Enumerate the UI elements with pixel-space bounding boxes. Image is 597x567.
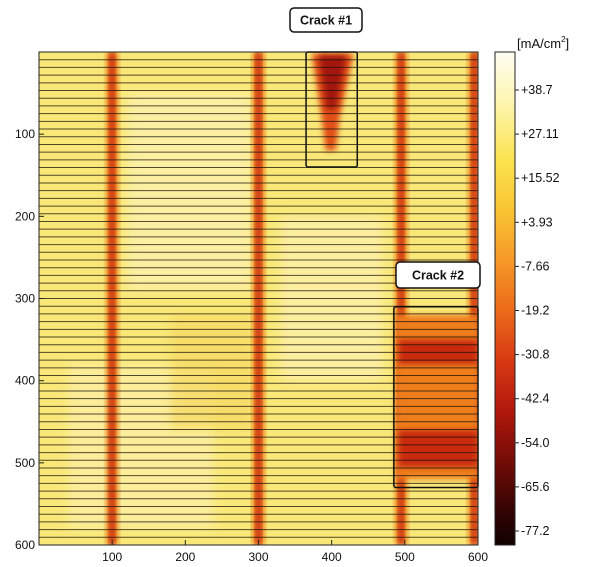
colorbar-label: -19.2 <box>521 304 550 318</box>
colorbar-label: -7.66 <box>521 259 550 273</box>
x-tick-label: 200 <box>175 550 195 564</box>
colorbar-label: -42.4 <box>521 392 550 406</box>
y-tick-label: 300 <box>15 292 35 306</box>
colorbar-label: -30.8 <box>521 348 550 362</box>
colorbar-label: +27.11 <box>521 127 559 141</box>
crack-2-box <box>393 305 479 489</box>
x-tick-label: 500 <box>395 550 415 564</box>
heatmap-plot <box>39 52 478 545</box>
x-tick-label: 600 <box>468 550 488 564</box>
colorbar: [mA/cm2] +38.7 +27.11 +15.52 +3.93 -7.66 -19.… <box>494 35 569 546</box>
heatmap-zone <box>170 314 252 430</box>
scan-lines <box>39 59 478 538</box>
crack-2-label-box <box>395 261 481 289</box>
crack-1-label: Crack #1 <box>300 14 352 28</box>
y-tick-label: 400 <box>15 374 35 388</box>
x-tick-label: 100 <box>102 550 122 564</box>
y-tick-label: 100 <box>15 127 35 141</box>
colorbar-label: +3.93 <box>521 215 553 229</box>
colorbar-label: +38.7 <box>521 83 553 97</box>
colorbar-label: -77.2 <box>521 524 550 538</box>
colorbar-label: -65.6 <box>521 480 550 494</box>
colorbar-gradient <box>494 51 516 546</box>
crack-2-region-core <box>398 429 478 467</box>
axis-ticks: 100 200 300 400 500 600 100 200 300 400 500 600 <box>15 127 488 564</box>
x-tick-label: 300 <box>248 550 268 564</box>
colorbar-unit: [mA/cm2] <box>517 35 569 51</box>
heatmap-zone <box>126 93 252 291</box>
crack-annotations: Crack #1 Crack #2 <box>289 7 481 489</box>
crack-1-label-box <box>289 7 363 33</box>
crack-2-label: Crack #2 <box>412 269 464 283</box>
colorbar-label: +15.52 <box>521 171 560 185</box>
y-tick-label: 200 <box>15 209 35 223</box>
colorbar-label: -54.0 <box>521 436 550 450</box>
y-tick-label: 600 <box>15 538 35 552</box>
colorbar-labels: +38.7 +27.11 +15.52 +3.93 -7.66 -19.2 -30.8 -42… <box>515 83 560 538</box>
y-tick-label: 500 <box>15 456 35 470</box>
x-tick-label: 400 <box>322 550 342 564</box>
heatmap-zones <box>68 93 383 529</box>
crack-1-box <box>305 51 359 168</box>
